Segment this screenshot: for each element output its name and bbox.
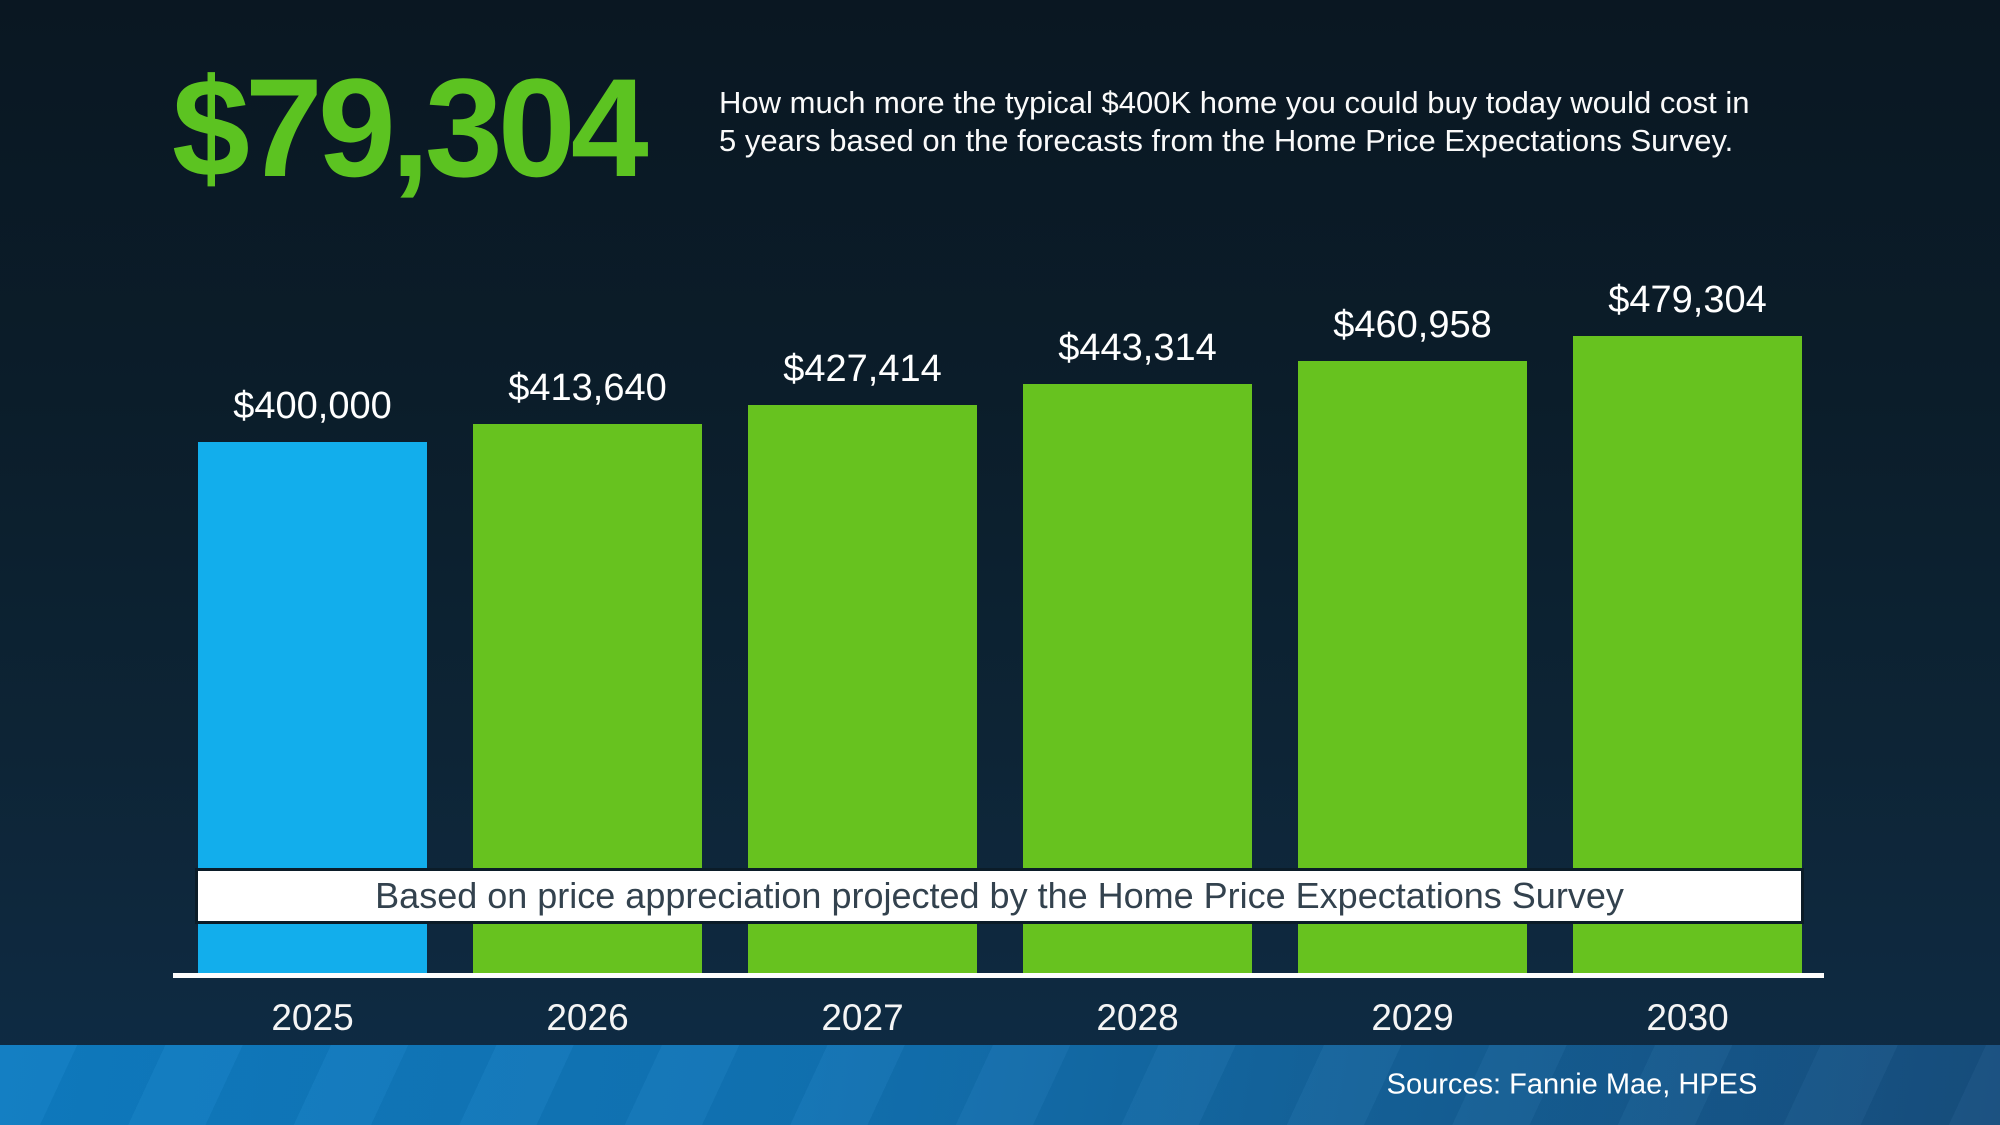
headline-description-line-2: 5 years based on the forecasts from the …: [719, 123, 1734, 158]
x-axis-label-2027: 2027: [821, 997, 904, 1038]
x-axis-label-2028: 2028: [1096, 997, 1179, 1038]
bar-value-label-2026: $413,640: [508, 367, 667, 409]
x-axis-label-2026: 2026: [546, 997, 629, 1038]
headline-description-line-1: How much more the typical $400K home you…: [719, 85, 1750, 120]
sources-text: Sources: Fannie Mae, HPES: [1386, 1068, 1758, 1101]
headline-description: How much more the typical $400K home you…: [719, 84, 1749, 160]
footer-bar: Sources: Fannie Mae, HPES: [0, 1045, 2000, 1125]
bar-value-label-2028: $443,314: [1058, 327, 1217, 369]
bar-value-label-2029: $460,958: [1333, 304, 1492, 346]
banner-note: Based on price appreciation projected by…: [195, 868, 1804, 924]
x-axis-label-2029: 2029: [1371, 997, 1454, 1038]
bar-value-label-2030: $479,304: [1608, 279, 1767, 321]
x-axis-label-2025: 2025: [271, 997, 354, 1038]
x-axis-label-2030: 2030: [1646, 997, 1729, 1038]
bar-value-label-2027: $427,414: [783, 348, 942, 390]
headline-amount: $79,304: [172, 49, 649, 206]
x-axis-line: [173, 973, 1824, 978]
bar-value-label-2025: $400,000: [233, 385, 392, 427]
